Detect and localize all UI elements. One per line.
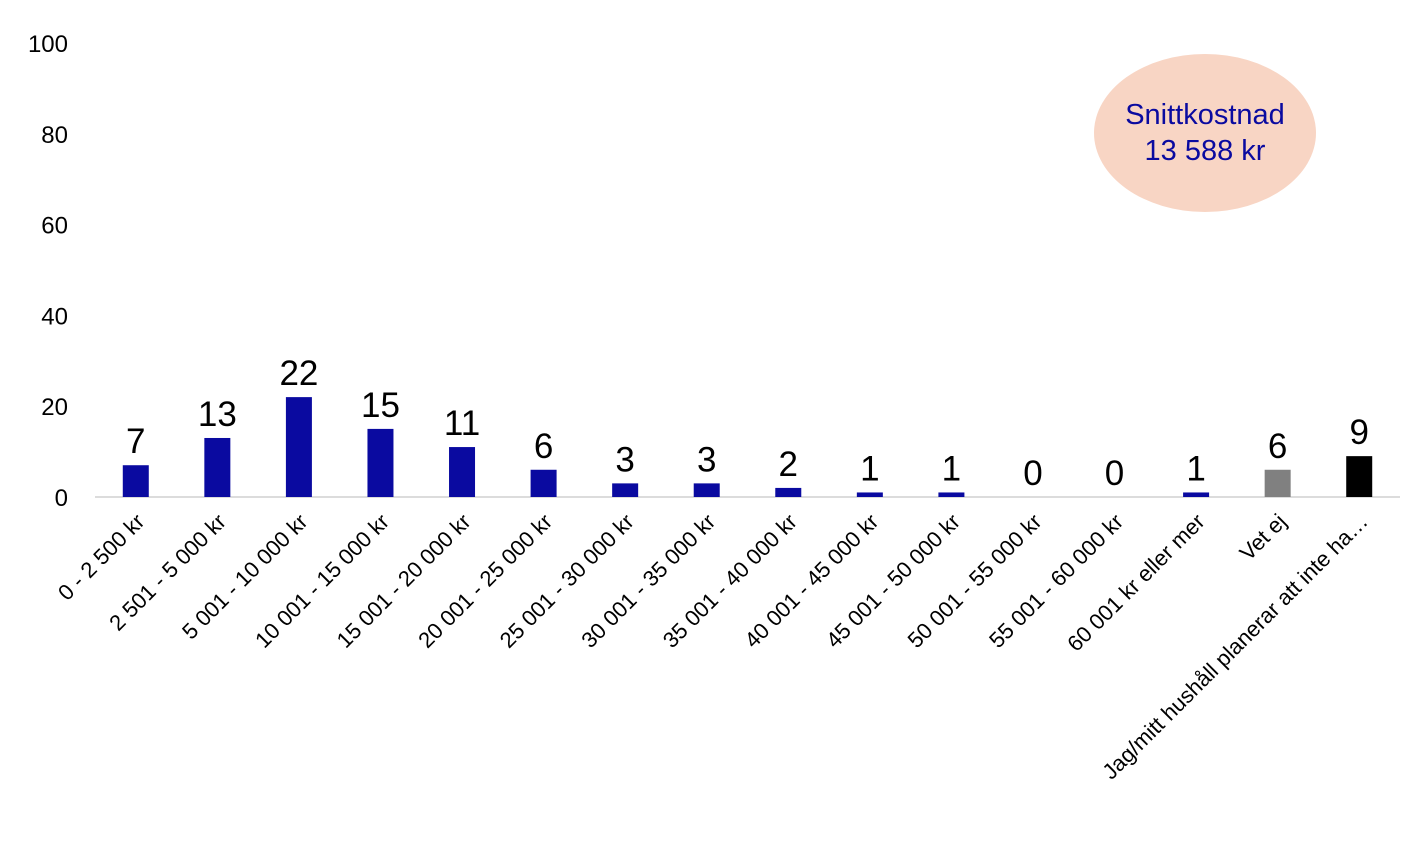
data-label-12: 0 xyxy=(1105,454,1124,493)
bars xyxy=(122,397,1373,497)
data-label-0: 7 xyxy=(126,422,145,461)
data-label-14: 6 xyxy=(1268,427,1287,466)
x-tick-label-11: 50 001 - 55 000 kr xyxy=(903,509,1047,653)
x-tick-label-13: 60 001 kr eller mer xyxy=(1062,509,1209,656)
y-axis: 0 20 40 60 80 100 xyxy=(28,31,68,512)
data-label-7: 3 xyxy=(697,440,716,479)
data-label-13: 1 xyxy=(1186,449,1205,488)
y-tick-label-4: 80 xyxy=(41,122,68,149)
y-tick-label-2: 40 xyxy=(41,303,68,330)
average-cost-value: 13 588 kr xyxy=(1144,135,1266,167)
bar-10 xyxy=(938,492,965,497)
data-label-1: 13 xyxy=(198,395,237,434)
y-tick-label-5: 100 xyxy=(28,31,68,58)
data-label-6: 3 xyxy=(615,440,634,479)
bar-15 xyxy=(1346,456,1373,497)
data-label-9: 1 xyxy=(860,449,879,488)
x-tick-label-12: 55 001 - 60 000 kr xyxy=(984,509,1128,653)
bar-6 xyxy=(612,483,639,497)
bar-1 xyxy=(204,437,231,497)
data-label-10: 1 xyxy=(942,449,961,488)
x-tick-label-10: 45 001 - 50 000 kr xyxy=(821,509,965,653)
x-tick-label-3: 10 001 - 15 000 kr xyxy=(250,509,394,653)
data-label-15: 9 xyxy=(1349,413,1368,452)
data-label-2: 22 xyxy=(279,354,318,393)
bar-9 xyxy=(856,492,883,497)
bar-2 xyxy=(285,397,312,497)
average-cost-badge: Snittkostnad 13 588 kr xyxy=(1094,54,1316,212)
data-label-5: 6 xyxy=(534,427,553,466)
data-label-11: 0 xyxy=(1023,454,1042,493)
average-cost-label: Snittkostnad xyxy=(1125,99,1285,131)
data-label-4: 11 xyxy=(444,404,480,443)
bar-4 xyxy=(449,447,476,497)
bar-3 xyxy=(367,428,394,497)
x-tick-label-15: Jag/mitt hushåll planerar att inte ha… xyxy=(1097,509,1372,784)
x-tick-label-5: 20 001 - 25 000 kr xyxy=(413,509,557,653)
x-tick-label-7: 30 001 - 35 000 kr xyxy=(576,509,720,653)
x-tick-label-6: 25 001 - 30 000 kr xyxy=(495,509,639,653)
x-axis: 0 - 2 500 kr2 501 - 5 000 kr5 001 - 10 0… xyxy=(53,509,1373,784)
bar-7 xyxy=(693,483,720,497)
bar-0 xyxy=(122,465,149,497)
y-tick-label-0: 0 xyxy=(55,485,68,512)
bar-8 xyxy=(775,487,802,497)
data-label-3: 15 xyxy=(361,386,400,425)
bar-13 xyxy=(1183,492,1210,497)
data-label-8: 2 xyxy=(779,445,798,484)
x-tick-label-14: Vet ej xyxy=(1235,509,1292,566)
bar-14 xyxy=(1264,469,1291,497)
y-tick-label-1: 20 xyxy=(41,394,68,421)
x-tick-label-8: 35 001 - 40 000 kr xyxy=(658,509,802,653)
x-tick-label-4: 15 001 - 20 000 kr xyxy=(332,509,476,653)
y-tick-label-3: 60 xyxy=(41,213,68,240)
x-tick-label-9: 40 001 - 45 000 kr xyxy=(739,509,883,653)
bar-5 xyxy=(530,469,557,497)
